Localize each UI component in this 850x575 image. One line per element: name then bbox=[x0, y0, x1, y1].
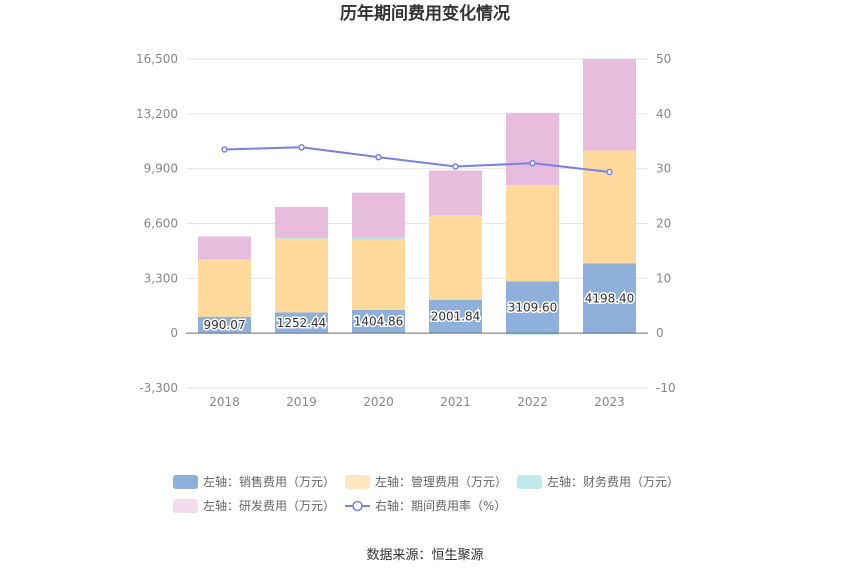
bar-segment[interactable] bbox=[198, 259, 251, 260]
y-right-tick-label: 50 bbox=[656, 52, 671, 66]
bar-segment[interactable] bbox=[352, 237, 405, 241]
y-axis-right: 50 40 30 20 10 0 -10 bbox=[656, 52, 676, 395]
bar-segment[interactable] bbox=[429, 170, 482, 216]
bar-segment[interactable] bbox=[198, 259, 251, 317]
bar-segment[interactable] bbox=[198, 316, 251, 334]
bar-segment[interactable] bbox=[506, 185, 559, 282]
legend-swatch-icon bbox=[345, 475, 370, 489]
legend-circle-icon bbox=[352, 500, 363, 512]
rate-line bbox=[221, 144, 613, 176]
bar-segment[interactable] bbox=[583, 150, 636, 264]
legend-label: 左轴：销售费用（万元） bbox=[203, 474, 335, 489]
x-tick-label: 2022 bbox=[517, 395, 548, 409]
data-source: 数据来源：恒生聚源 bbox=[366, 548, 483, 563]
bar-segment[interactable] bbox=[352, 309, 405, 334]
x-tick-label: 2018 bbox=[209, 395, 240, 409]
bar-value-label: 1252.44 bbox=[277, 316, 327, 330]
y-right-tick-label: 10 bbox=[656, 271, 671, 285]
legend-label: 左轴：研发费用（万元） bbox=[203, 498, 335, 513]
bar-segment[interactable] bbox=[275, 237, 328, 239]
legend-label: 左轴：管理费用（万元） bbox=[375, 474, 507, 489]
y-right-tick-label: 20 bbox=[656, 217, 671, 231]
y-left-tick-label: 6,600 bbox=[144, 217, 178, 231]
y-right-tick-label: 40 bbox=[656, 107, 671, 121]
bar-segment[interactable] bbox=[275, 238, 328, 313]
x-tick-label: 2019 bbox=[286, 395, 317, 409]
rate-point[interactable] bbox=[221, 146, 228, 153]
legend-item[interactable]: 左轴：财务费用（万元） bbox=[517, 474, 679, 489]
bar-value-label: 4198.40 bbox=[585, 291, 635, 305]
rate-point[interactable] bbox=[606, 168, 613, 176]
y-right-tick-label: -10 bbox=[656, 381, 676, 395]
rate-point[interactable] bbox=[298, 144, 305, 151]
x-axis: 2018 2019 2020 2021 2022 2023 bbox=[209, 395, 625, 409]
x-tick-label: 2023 bbox=[594, 395, 625, 409]
bar-segment[interactable] bbox=[583, 263, 636, 334]
rate-point[interactable] bbox=[529, 159, 536, 167]
y-left-tick-label: 0 bbox=[170, 326, 178, 340]
legend-swatch-icon bbox=[173, 475, 198, 489]
legend-label: 左轴：财务费用（万元） bbox=[547, 474, 679, 489]
bar-segment[interactable] bbox=[506, 281, 559, 334]
y-right-tick-label: 30 bbox=[656, 162, 671, 176]
legend-item[interactable]: 右轴：期间费用率（%） bbox=[345, 498, 506, 513]
x-tick-label: 2021 bbox=[440, 395, 471, 409]
rate-point[interactable] bbox=[452, 163, 459, 170]
bar-segment[interactable] bbox=[429, 215, 482, 300]
bar-segment[interactable] bbox=[583, 59, 636, 151]
y-right-tick-label: 0 bbox=[656, 326, 664, 340]
y-axis-left: 16,500 13,200 9,900 6,600 3,300 0 -3,300 bbox=[136, 52, 178, 395]
legend-item[interactable]: 左轴：管理费用（万元） bbox=[345, 474, 507, 489]
grid bbox=[186, 58, 648, 389]
bar-segment[interactable] bbox=[198, 236, 251, 260]
bar-segment[interactable] bbox=[506, 333, 559, 335]
legend-item[interactable]: 左轴：研发费用（万元） bbox=[173, 498, 335, 513]
legend-label: 右轴：期间费用率（%） bbox=[375, 498, 506, 513]
bar-segment[interactable] bbox=[275, 206, 328, 238]
bar-segment[interactable] bbox=[352, 192, 405, 238]
y-left-tick-label: -3,300 bbox=[139, 381, 178, 395]
legend-item[interactable]: 左轴：销售费用（万元） bbox=[173, 474, 335, 489]
bar-labels: 990.07 1252.44 1404.86 2001.84 3109.60 4198.4… bbox=[202, 290, 636, 334]
bar-segment[interactable] bbox=[275, 312, 328, 334]
bar-value-label: 2001.84 bbox=[431, 310, 481, 324]
rate-point[interactable] bbox=[375, 153, 382, 161]
y-left-tick-label: 9,900 bbox=[144, 162, 178, 176]
y-left-tick-label: 3,300 bbox=[144, 271, 178, 285]
legend-swatch-icon bbox=[517, 475, 542, 489]
bars bbox=[198, 59, 636, 335]
bar-value-label: 3109.60 bbox=[508, 300, 558, 314]
bar-segment[interactable] bbox=[429, 299, 482, 334]
legend-swatch-icon bbox=[173, 499, 198, 513]
x-tick-label: 2020 bbox=[363, 395, 394, 409]
legend[interactable]: 左轴：销售费用（万元） 左轴：管理费用（万元） 左轴：财务费用（万元） 左轴：研发费用… bbox=[173, 474, 679, 513]
bar-segment[interactable] bbox=[429, 215, 482, 217]
y-left-tick-label: 13,200 bbox=[136, 107, 178, 121]
chart-title: 历年期间费用变化情况 bbox=[340, 3, 510, 24]
bar-segment[interactable] bbox=[352, 240, 405, 310]
bar-value-label: 990.07 bbox=[204, 318, 246, 332]
bar-segment[interactable] bbox=[506, 112, 559, 186]
y-left-tick-label: 16,500 bbox=[136, 52, 178, 66]
rate-line-path bbox=[224, 146, 610, 173]
bar-value-label: 1404.86 bbox=[354, 314, 404, 328]
